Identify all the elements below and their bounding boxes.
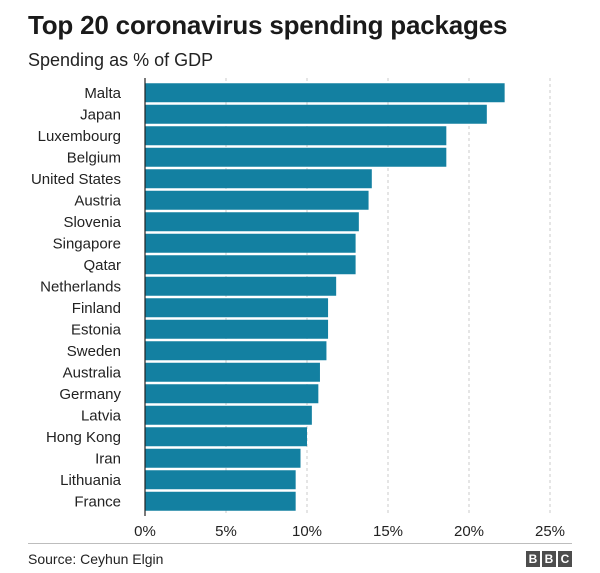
bar bbox=[145, 255, 356, 275]
bar bbox=[145, 147, 447, 167]
category-label: Finland bbox=[72, 300, 121, 317]
bar bbox=[145, 341, 327, 361]
bar bbox=[145, 83, 505, 103]
x-tick-label: 0% bbox=[134, 523, 156, 540]
chart-subtitle: Spending as % of GDP bbox=[28, 50, 214, 70]
bar bbox=[145, 169, 372, 189]
category-label: Japan bbox=[80, 106, 121, 123]
bar bbox=[145, 470, 296, 490]
chart-title: Top 20 coronavirus spending packages bbox=[28, 10, 508, 40]
category-label: Latvia bbox=[81, 407, 122, 424]
bar bbox=[145, 298, 329, 318]
category-label: Belgium bbox=[67, 149, 121, 166]
bar bbox=[145, 319, 329, 339]
category-label: France bbox=[74, 493, 121, 510]
category-label: Qatar bbox=[83, 257, 121, 274]
category-label: Netherlands bbox=[40, 278, 121, 295]
bar bbox=[145, 491, 296, 511]
source-text: Source: Ceyhun Elgin bbox=[28, 551, 164, 567]
bbc-logo-block: B bbox=[542, 551, 556, 567]
category-label: United States bbox=[31, 171, 121, 188]
bar bbox=[145, 405, 312, 425]
bar bbox=[145, 276, 337, 296]
bar bbox=[145, 362, 320, 382]
bar bbox=[145, 384, 319, 404]
bar bbox=[145, 104, 487, 124]
bar bbox=[145, 212, 359, 232]
x-tick-label: 10% bbox=[292, 523, 322, 540]
bbc-logo-block: B bbox=[526, 551, 540, 567]
x-tick-label: 5% bbox=[215, 523, 237, 540]
category-label: Malta bbox=[84, 85, 121, 102]
bar bbox=[145, 233, 356, 253]
bar bbox=[145, 126, 447, 146]
bar bbox=[145, 427, 307, 447]
bars bbox=[145, 83, 505, 511]
bbc-logo-block: C bbox=[558, 551, 572, 567]
category-label: Australia bbox=[63, 364, 122, 381]
x-tick-label: 20% bbox=[454, 523, 484, 540]
footer-divider bbox=[28, 543, 572, 544]
x-tick-label: 15% bbox=[373, 523, 403, 540]
category-label: Singapore bbox=[53, 235, 121, 252]
footer: Source: Ceyhun Elgin B B C bbox=[0, 543, 600, 573]
category-label: Germany bbox=[59, 386, 121, 403]
bbc-logo: B B C bbox=[526, 551, 572, 567]
category-label: Hong Kong bbox=[46, 429, 121, 446]
x-axis: 0% 5% 10% 15% 20% 25% bbox=[134, 78, 565, 540]
category-label: Austria bbox=[74, 192, 121, 209]
bar bbox=[145, 190, 369, 210]
category-label: Iran bbox=[95, 450, 121, 467]
category-label: Luxembourg bbox=[38, 128, 121, 145]
category-label: Slovenia bbox=[63, 214, 121, 231]
category-label: Estonia bbox=[71, 321, 122, 338]
category-label: Lithuania bbox=[60, 472, 122, 489]
bar bbox=[145, 448, 301, 468]
category-label: Sweden bbox=[67, 343, 121, 360]
category-labels: Malta Japan Luxembourg Belgium United States… bbox=[31, 85, 122, 511]
x-tick-label: 25% bbox=[535, 523, 565, 540]
